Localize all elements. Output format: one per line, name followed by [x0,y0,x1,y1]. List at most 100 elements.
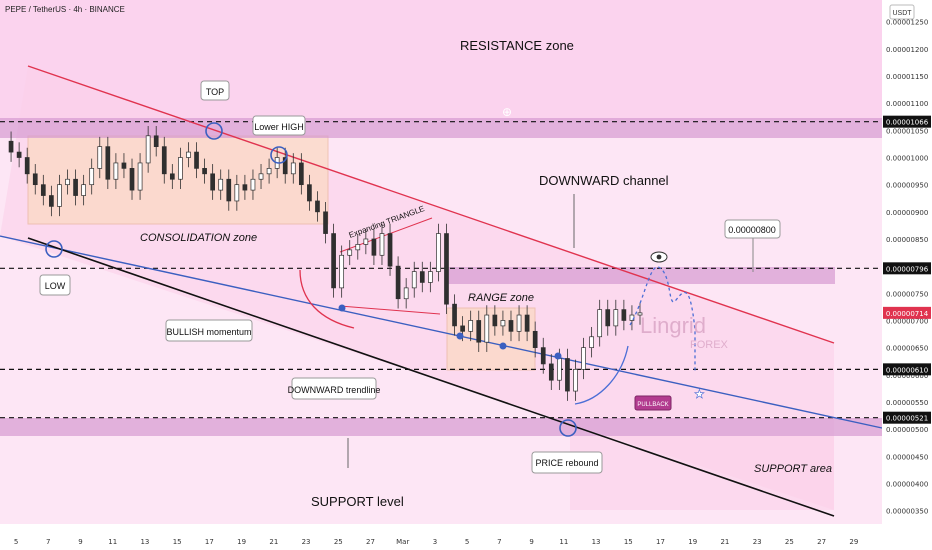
y-tick-label: 0.00001100 [886,100,928,108]
watermark-sub: FOREX [690,339,729,351]
bullish-momentum-callout: BULLISH momentum [165,319,253,342]
top-pivot-marker [205,122,223,140]
pullback-callout-text: PULLBACK [637,402,668,408]
candle-body [484,314,490,343]
x-tick-label: 27 [366,538,375,546]
price-axis-labels: 0.00001066 0.00000796 0.00000714 0.00000610… [883,115,931,424]
target-price-callout: 0.00000800 [724,219,781,239]
upper-resistance-strip [0,118,882,138]
price-label-text: 0.00000610 [886,366,928,374]
down-arrow-icon: ⊕ [502,105,512,119]
candle-body [218,178,224,191]
x-tick-label: Mar [396,538,409,546]
x-tick-label: 11 [559,538,568,546]
trend-dot [456,332,464,340]
support-area-label: SUPPORT area [754,463,832,475]
support-area-band [0,418,882,436]
downward-channel-label: DOWNWARD channel [539,173,669,188]
candle-body [387,233,393,267]
y-tick-label: 0.00000500 [886,426,928,434]
price-label-box [883,411,931,424]
bullish-momentum-curve [299,269,355,329]
candle-body [532,330,538,348]
candle-body [371,238,377,256]
candle-body [97,146,103,169]
x-tick-label: 23 [302,538,311,546]
price-label-box [883,363,931,376]
rebound-pivot-marker [559,419,577,437]
candle-body [476,320,482,343]
candle-body [315,200,320,213]
candle-body [178,157,183,180]
price-label-box [883,306,931,319]
candle-body [250,178,256,191]
low-callout: LOW [39,274,71,296]
candle-body [282,157,288,175]
x-tick-label: 5 [465,538,469,546]
watermark-brand: Lingrid [640,313,706,338]
candle-body [298,162,304,186]
y-tick-label: 0.00000600 [886,372,928,380]
candle-body [500,320,506,327]
consolidation-zone-label: CONSOLIDATION zone [140,232,257,244]
y-tick-label: 0.00001250 [886,19,928,27]
time-axis-ticks: 5 7 9 11 13 15 17 19 21 23 25 27 Mar 3 5 7 9 11 13 15 17 19 21… [14,538,858,546]
trendline-dots [338,304,562,360]
y-tick-label: 0.00000450 [886,453,928,461]
price-label-text: 0.00000796 [886,265,929,273]
candle-body [161,146,167,175]
candle-body [403,287,409,300]
x-tick-label: 15 [624,538,633,546]
candle-body [331,233,336,289]
eye-icon [650,251,668,263]
x-tick-label: 17 [656,538,665,546]
candle-body [24,157,30,175]
target-price-callout-text: 0.00000800 [728,225,776,235]
y-tick-label: 0.00000650 [886,345,928,353]
candle-body [16,151,22,158]
candle-body [428,271,433,283]
candle-body [419,271,425,283]
downward-trendline-callout: DOWNWARD trendline [288,377,380,400]
candle-body [508,320,514,332]
x-tick-label: 19 [237,538,246,546]
candle-body [153,135,159,148]
star-icon: ★ [694,387,705,401]
x-tick-label: 11 [108,538,117,546]
candle-body [49,195,54,207]
candle-body [234,184,240,202]
range-zone-label: RANGE zone [468,292,534,304]
price-label-text: 0.00000714 [886,310,929,318]
price-series [8,126,643,401]
candle-body [290,162,296,175]
candle-body [242,184,248,191]
candle-body [323,211,328,234]
resistance-zone-band [0,0,882,120]
consolidation-zone-box [27,135,329,225]
candle-body [89,168,95,186]
support-level-label: SUPPORT level [311,494,404,509]
candle-body [355,244,361,251]
price-label-text: 0.00000521 [886,415,928,423]
resistance-trendline [27,65,835,344]
candle-body [379,233,385,256]
y-tick-label: 0.00001150 [886,73,928,81]
time-axis-panel [0,532,932,550]
candle-body [186,151,191,158]
y-tick-label: 0.00000400 [886,480,928,488]
candle-body [548,363,554,381]
support-area-box [570,436,834,510]
price-axis-ticks: 0.00001250 0.00001200 0.00001150 0.00001100… [886,19,928,516]
candle-body [226,178,232,202]
candle-body [589,336,594,348]
candle-body [169,173,175,180]
candle-body [621,309,627,321]
y-tick-label: 0.00000900 [886,209,928,217]
lower-high-callout: Lower HIGH [252,115,306,136]
support-trendline [27,237,835,517]
trend-dot [499,342,507,350]
triangle-lower-line [339,305,441,315]
candle-body [121,162,127,169]
x-tick-label: 5 [14,538,18,546]
